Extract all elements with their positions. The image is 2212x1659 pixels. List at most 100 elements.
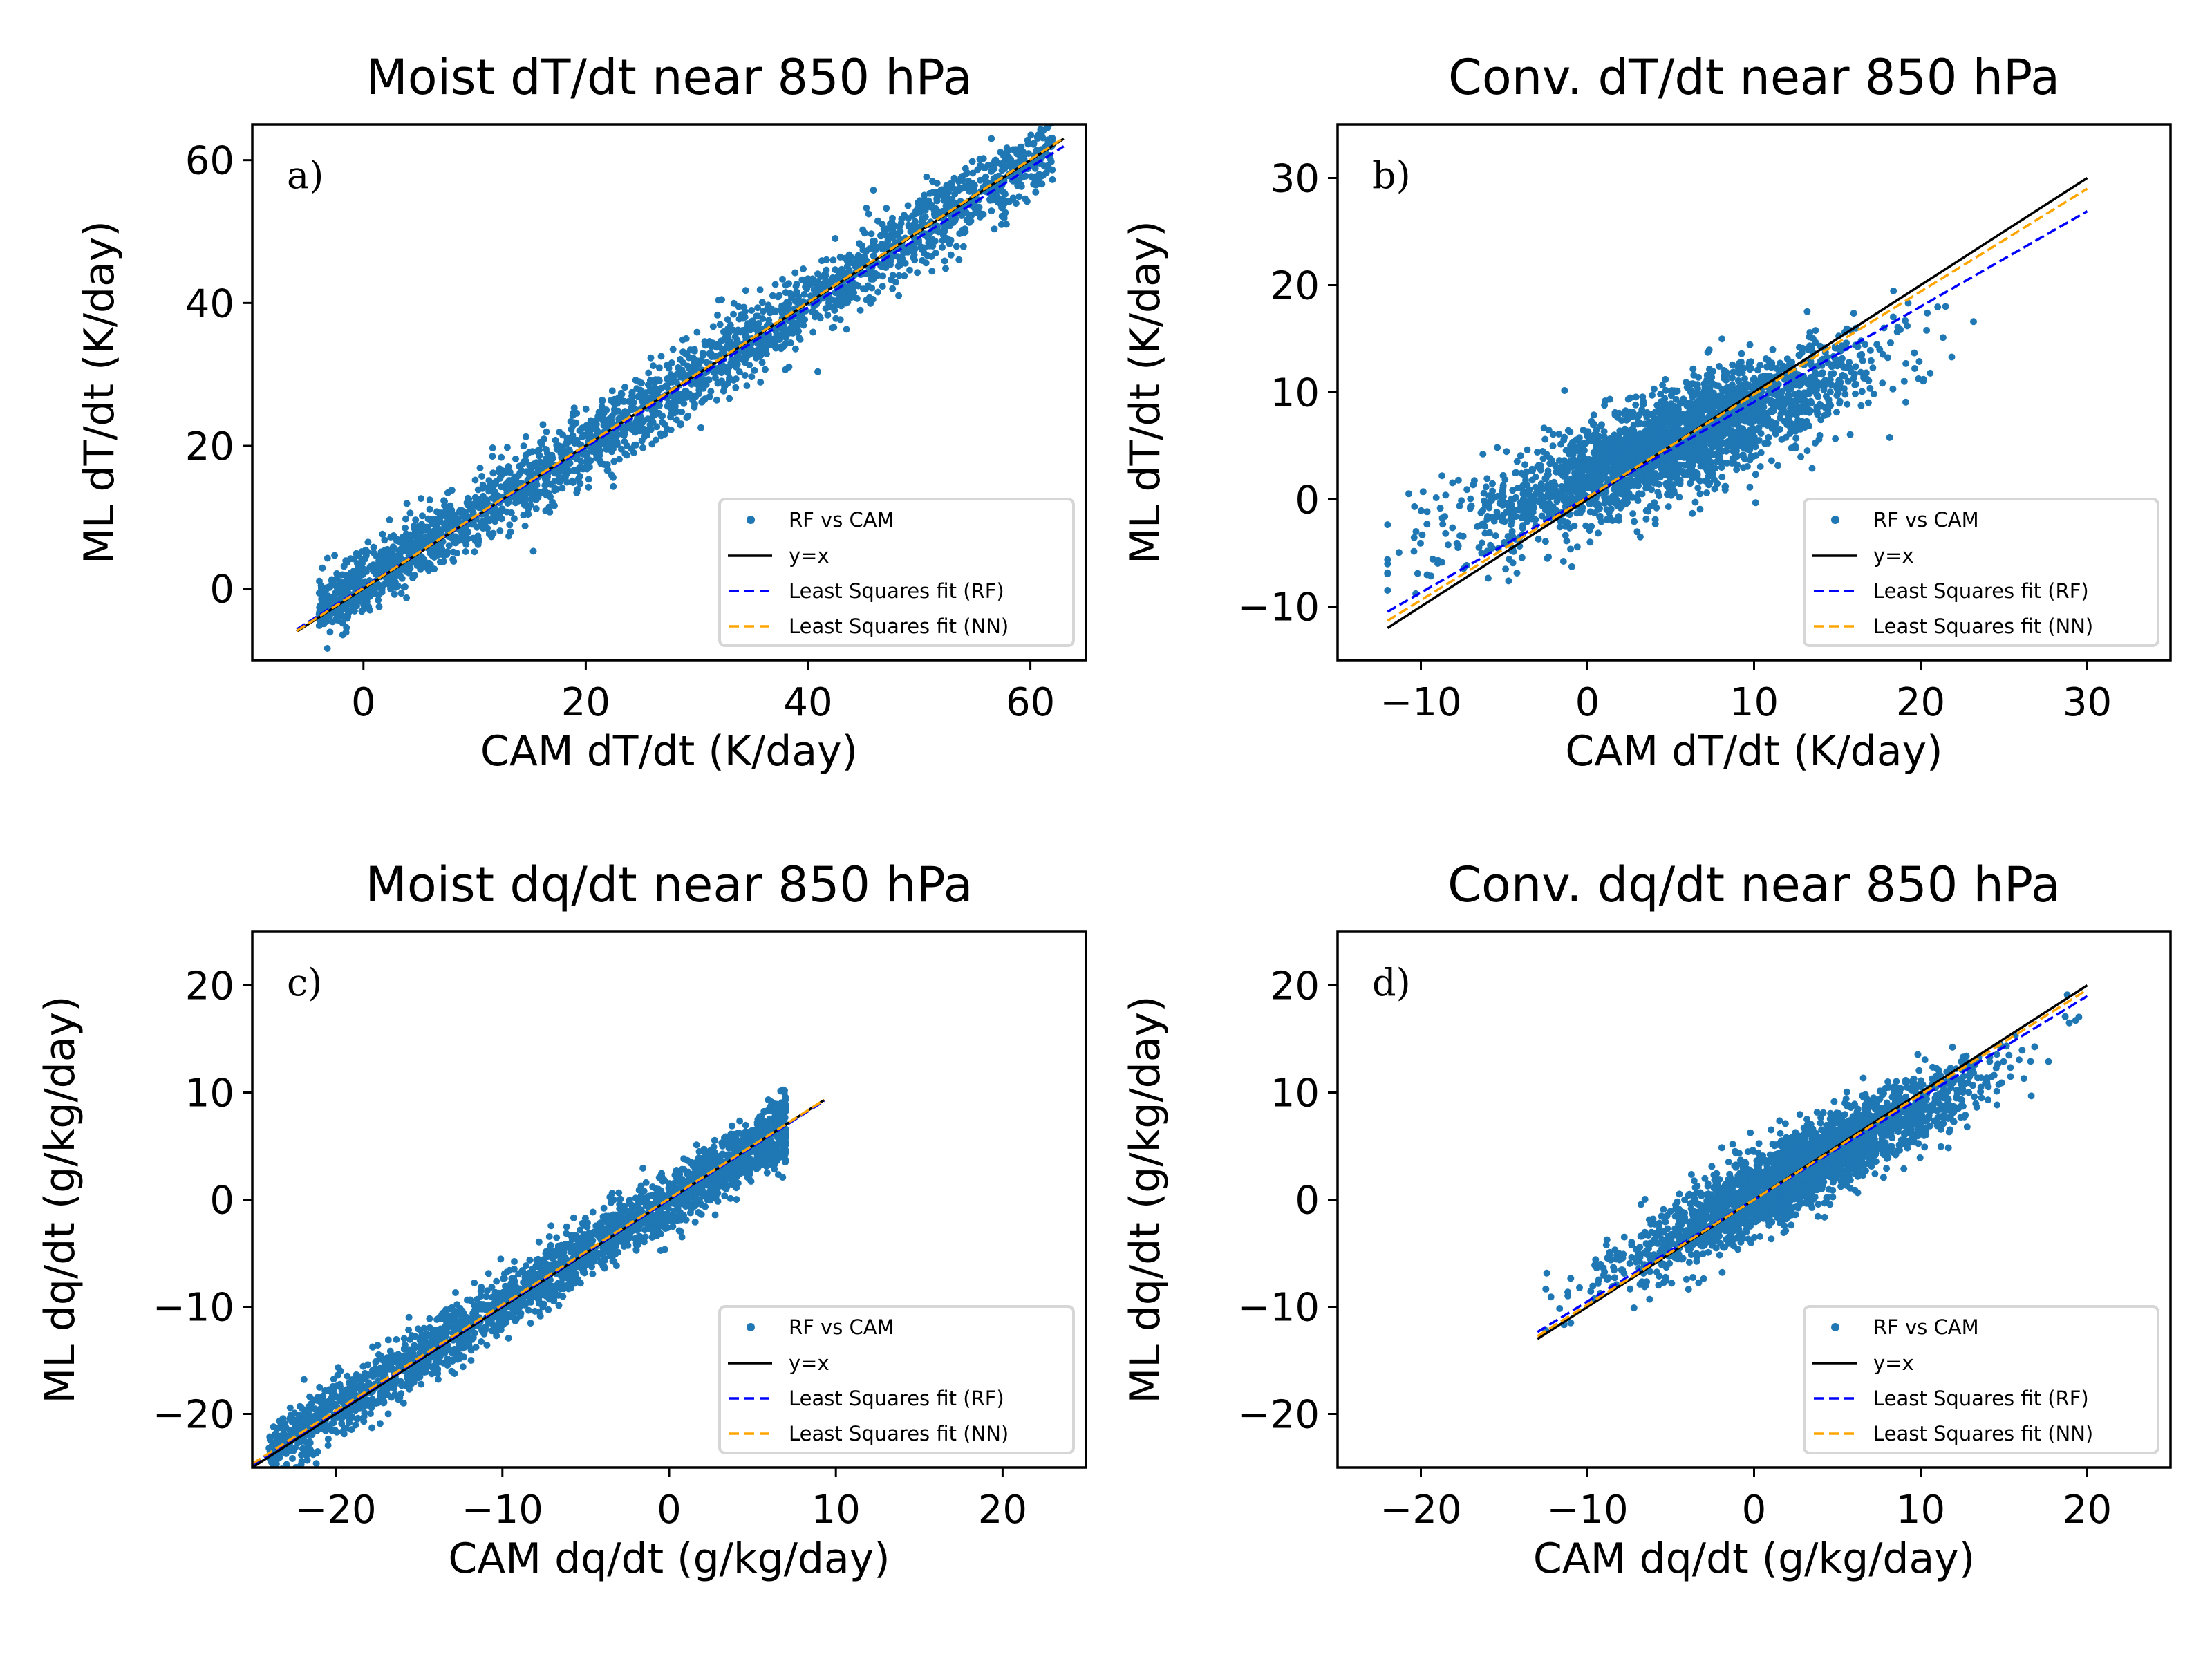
scatter-point — [1434, 556, 1442, 564]
scatter-point — [1483, 475, 1491, 482]
scatter-point — [1792, 435, 1800, 442]
scatter-point — [418, 495, 424, 503]
scatter-point — [1859, 357, 1866, 364]
scatter-point — [405, 569, 413, 577]
scatter-point — [1513, 570, 1521, 577]
scatter-point — [1810, 373, 1817, 380]
scatter-point — [1709, 368, 1716, 375]
scatter-point — [1846, 359, 1853, 366]
scatter-point — [1711, 485, 1718, 493]
scatter-point — [525, 505, 532, 512]
scatter-point — [1563, 537, 1571, 545]
scatter-point — [872, 270, 879, 278]
scatter-point — [699, 397, 706, 404]
scatter-point — [700, 352, 707, 359]
scatter-point — [1634, 420, 1642, 427]
scatter-point — [588, 448, 596, 456]
scatter-point — [874, 217, 881, 225]
scatter-point — [713, 396, 720, 404]
scatter-point — [1001, 165, 1009, 173]
scatter-point — [1939, 334, 1947, 341]
scatter-point — [870, 252, 877, 260]
scatter-point — [1902, 317, 1909, 324]
scatter-point — [1757, 430, 1765, 438]
scatter-point — [331, 552, 339, 559]
scatter-point — [1629, 413, 1635, 420]
scatter-point — [431, 565, 438, 573]
scatter-point — [923, 173, 930, 180]
scatter-point — [422, 526, 429, 534]
scatter-point — [1026, 161, 1033, 169]
scatter-point — [984, 162, 992, 169]
scatter-point — [1566, 495, 1573, 503]
scatter-point — [910, 251, 918, 259]
scatter-point — [516, 469, 524, 477]
scatter-point — [439, 551, 447, 559]
scatter-point — [1707, 451, 1714, 458]
scatter-point — [543, 491, 550, 499]
scatter-point — [976, 162, 984, 169]
scatter-point — [796, 334, 803, 341]
legend-marker-scatter — [747, 516, 755, 524]
scatter-point — [415, 522, 423, 529]
scatter-point — [1509, 559, 1517, 567]
scatter-point — [889, 285, 897, 292]
scatter-point — [322, 586, 330, 593]
scatter-point — [948, 180, 955, 187]
scatter-point — [1478, 539, 1485, 547]
scatter-point — [1027, 113, 1034, 120]
scatter-point — [1548, 457, 1555, 465]
scatter-point — [537, 438, 544, 446]
scatter-point — [1833, 356, 1840, 364]
scatter-point — [420, 560, 427, 568]
scatter-point — [1580, 467, 1587, 474]
scatter-point — [1459, 532, 1467, 540]
scatter-point — [496, 475, 504, 482]
scatter-point — [1825, 402, 1833, 409]
scatter-point — [1024, 140, 1032, 148]
scatter-point — [1765, 433, 1772, 441]
scatter-point — [1850, 310, 1857, 317]
scatter-point — [475, 538, 482, 546]
scatter-point — [1659, 415, 1667, 423]
scatter-point — [1573, 543, 1581, 551]
scatter-point — [1492, 532, 1499, 540]
scatter-point — [1384, 556, 1391, 563]
scatter-point — [1007, 156, 1015, 164]
scatter-point — [1803, 447, 1811, 455]
scatter-point — [534, 467, 542, 475]
scatter-point — [479, 483, 487, 491]
scatter-point — [928, 268, 936, 275]
scatter-point — [751, 366, 758, 374]
scatter-point — [1562, 532, 1569, 539]
scatter-point — [397, 538, 404, 546]
scatter-point — [795, 328, 803, 335]
scatter-point — [1014, 182, 1022, 189]
scatter-point — [505, 463, 512, 471]
scatter-point — [1672, 388, 1680, 395]
scatter-point — [489, 453, 496, 460]
scatter-point — [991, 225, 998, 233]
scatter-point — [856, 306, 864, 314]
scatter-point — [998, 204, 1006, 212]
scatter-point — [798, 312, 805, 319]
scatter-point — [657, 353, 665, 360]
scatter-point — [1601, 454, 1609, 461]
scatter-point — [1869, 364, 1877, 372]
x-tick-label: 40 — [783, 680, 832, 725]
scatter-point — [1886, 433, 1893, 441]
scatter-point — [1449, 479, 1456, 487]
scatter-point — [576, 473, 583, 480]
scatter-point — [1779, 398, 1785, 406]
scatter-point — [1808, 399, 1815, 406]
scatter-point — [1535, 535, 1542, 543]
scatter-point — [765, 301, 772, 309]
scatter-point — [657, 432, 665, 440]
scatter-point — [527, 469, 535, 476]
y-tick-label: 40 — [185, 281, 234, 326]
scatter-point — [721, 382, 729, 389]
scatter-point — [1418, 531, 1426, 538]
scatter-point — [1691, 498, 1699, 506]
scatter-point — [725, 330, 733, 337]
scatter-point — [906, 266, 913, 274]
